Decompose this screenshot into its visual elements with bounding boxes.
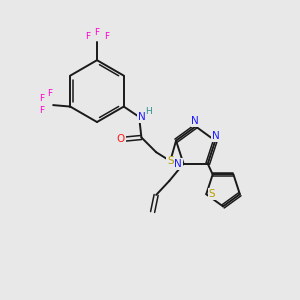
Text: S: S — [167, 156, 174, 166]
Text: S: S — [209, 189, 215, 199]
Text: F: F — [39, 94, 44, 103]
Text: N: N — [138, 112, 145, 122]
Text: N: N — [174, 159, 182, 169]
Text: N: N — [212, 131, 219, 141]
Text: F: F — [47, 89, 52, 98]
Text: F: F — [94, 28, 100, 37]
Text: F: F — [39, 106, 44, 115]
Text: H: H — [146, 107, 152, 116]
Text: F: F — [104, 32, 109, 41]
Text: O: O — [117, 134, 125, 144]
Text: F: F — [85, 32, 90, 41]
Text: N: N — [191, 116, 199, 126]
